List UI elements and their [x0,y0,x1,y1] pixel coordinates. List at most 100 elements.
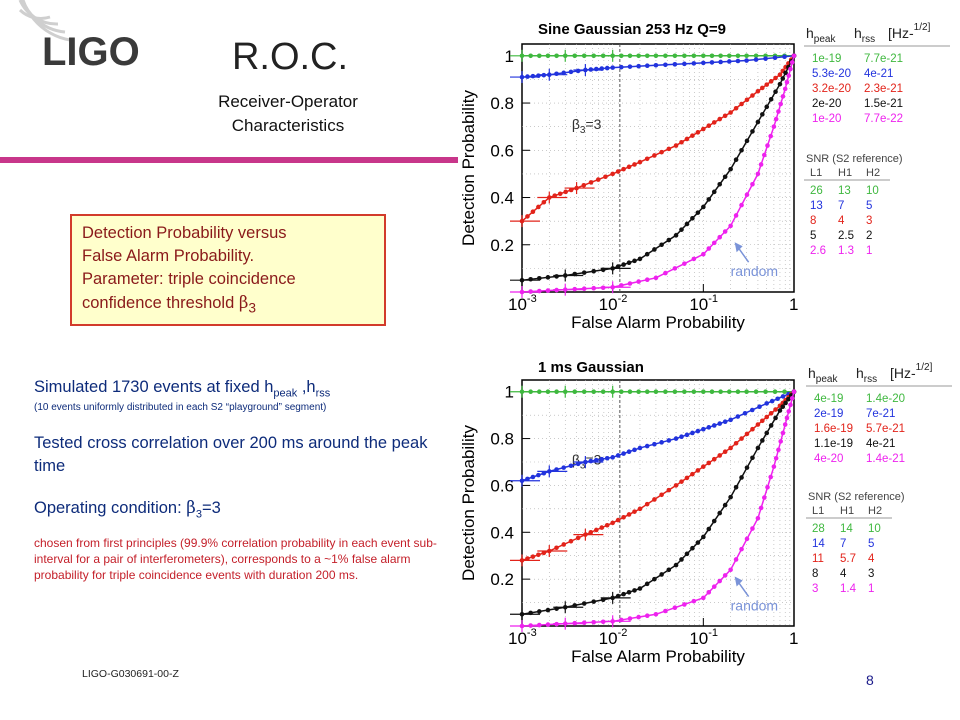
x-tick-label: 10-3 [508,293,537,314]
series-point-5 [722,573,728,578]
series-point-4 [581,601,587,606]
series-point-2 [644,63,650,69]
snr-cell: 3 [868,568,874,580]
simulation-text: Simulated 1730 events at fixed hpeak ,hr… [34,378,330,399]
series-point-2 [782,54,787,60]
snr-cell: 13 [810,200,823,212]
series-point-3 [603,174,608,180]
series-point-5 [663,270,668,276]
series-point-1 [591,53,597,59]
series-point-2 [780,394,786,399]
series-point-4 [739,147,744,153]
series-point-2 [735,414,741,419]
series-point-5 [733,213,739,218]
series-point-1 [753,389,759,395]
snr-cell: 3 [866,215,872,227]
series-point-5 [789,60,795,65]
series-point-3 [673,143,679,148]
series-point-5 [545,288,551,293]
series-point-5 [782,422,788,427]
series-point-3 [728,110,733,115]
legend-hpeak-1: 4e-19 [814,393,843,405]
series-point-5 [581,286,587,291]
series-point-4 [684,551,690,557]
series-point-5 [744,536,750,542]
series-point-4 [744,138,750,144]
snr-cell: 8 [812,568,818,580]
legend-hpeak-header: hpeak [808,365,838,385]
series-point-2 [627,64,633,69]
series-point-5 [711,584,717,589]
series-point-5 [717,578,723,584]
series-point-2 [769,398,775,404]
series-point-4 [679,227,684,232]
series-point-2 [701,426,706,432]
series-point-4 [659,572,664,577]
y-tick-label: 0.6 [490,476,514,495]
series-point-5 [581,620,587,626]
sim-prefix: Simulated 1730 events at fixed h [34,378,274,396]
series-point-2 [621,451,626,456]
series-point-5 [789,395,795,401]
series-point-3 [760,418,765,424]
series-point-2 [530,73,536,79]
series-point-3 [673,483,679,488]
series-point-2 [711,423,717,428]
random-arrow [738,582,750,597]
series-line-5 [521,391,795,627]
series-point-4 [684,221,690,227]
y-tick-label: 0.8 [490,94,514,113]
series-point-1 [691,53,697,59]
series-point-3 [755,422,761,427]
series-point-2 [599,456,605,462]
legend-hpeak-3: 1.6e-19 [814,423,853,435]
legend-hrss-5: 1.4e-21 [866,453,905,465]
series-point-1 [653,53,659,59]
series-point-3 [568,187,574,193]
series-point-3 [768,410,774,416]
series-point-5 [627,281,633,286]
legend-units: [Hz-1/2] [890,362,933,381]
operating-condition: Operating condition: β3=3 [34,498,221,520]
page-subtitle: Receiver-Operator Characteristics [188,90,388,138]
series-point-3 [733,440,739,446]
legend-hrss-4: 1.5e-21 [864,98,903,110]
snr-cell: 7 [838,200,844,212]
series-point-4 [706,526,712,532]
accent-divider [0,157,458,163]
series-point-2 [554,71,559,77]
series-point-3 [695,468,701,473]
series-point-3 [666,146,672,152]
series-point-4 [545,607,551,613]
random-arrowhead [734,242,743,253]
series-point-4 [554,274,559,279]
series-point-3 [554,545,559,551]
series-point-4 [572,603,578,608]
series-point-1 [581,389,587,395]
series-point-4 [701,534,706,540]
series-point-4 [717,181,723,187]
series-point-1 [744,389,749,395]
series-point-5 [765,143,770,148]
series-point-3 [690,471,695,477]
legend-hrss-1: 7.7e-21 [864,53,903,65]
y-tick-label: 0.2 [490,570,514,589]
legend-hrss-header: hrss [854,25,875,45]
beta-subscript: 3 [248,300,257,316]
series-point-2 [588,458,594,464]
chart-title: Sine Gaussian 253 Hz Q=9 [538,21,726,38]
series-point-1 [726,53,732,59]
series-point-4 [783,400,788,406]
series-point-5 [791,389,797,395]
series-line-5 [521,55,795,293]
series-point-5 [722,229,728,234]
series-point-4 [768,96,774,102]
x-axis-label: False Alarm Probability [571,313,745,332]
series-point-2 [757,404,762,410]
series-point-1 [701,53,706,59]
series-point-3 [644,501,650,507]
series-point-3 [536,552,541,558]
legend-hrss-2: 4e-21 [864,68,893,80]
desc-line-2: False Alarm Probability. [82,247,255,265]
